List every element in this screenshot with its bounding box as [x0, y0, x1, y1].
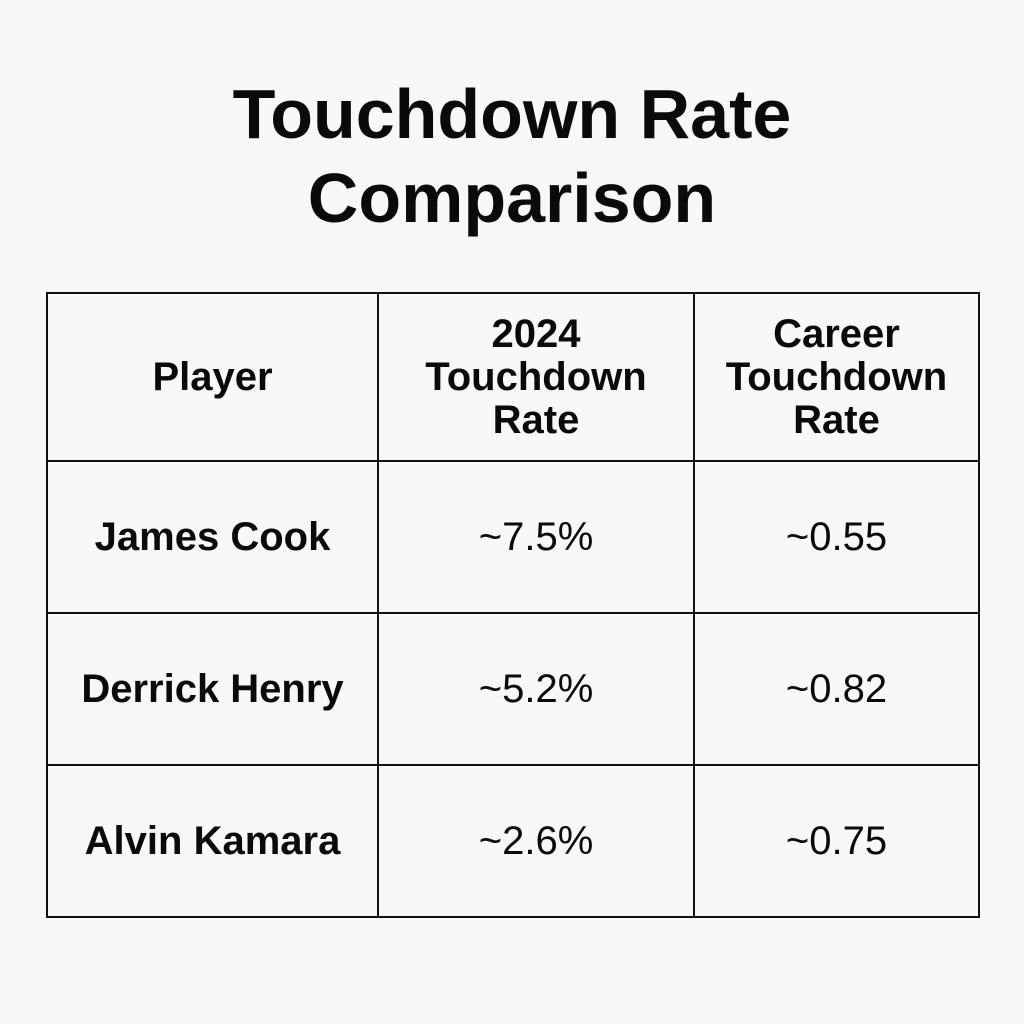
- rate-2024-cell: ~2.6%: [377, 764, 695, 918]
- page-title-line-2: Comparison: [307, 159, 717, 237]
- header-career-rate-line-1: Career: [773, 311, 900, 356]
- page-title-line-1: Touchdown Rate: [232, 75, 792, 153]
- header-career-rate-line-2: Touchdown: [725, 354, 948, 399]
- career-rate-cell: ~0.75: [693, 764, 980, 918]
- table-header-row: Player 2024 Touchdown Rate Career Touchd…: [46, 292, 980, 462]
- rate-2024-cell: ~5.2%: [377, 612, 695, 766]
- header-player-label: Player: [152, 354, 273, 399]
- career-rate-cell: ~0.55: [693, 460, 980, 614]
- page-title: Touchdown Rate Comparison: [0, 72, 1024, 240]
- rate-2024-cell: ~7.5%: [377, 460, 695, 614]
- header-2024-rate-line-2: Touchdown: [425, 354, 647, 399]
- header-career-rate-line-3: Rate: [793, 397, 880, 442]
- player-name-cell: James Cook: [46, 460, 379, 614]
- career-rate-cell: ~0.82: [693, 612, 980, 766]
- header-2024-rate-line-1: 2024: [491, 311, 581, 356]
- table-row: Alvin Kamara ~2.6% ~0.75: [46, 764, 980, 918]
- player-name-cell: Alvin Kamara: [46, 764, 379, 918]
- table-row: James Cook ~7.5% ~0.55: [46, 460, 980, 614]
- header-2024-rate-line-3: Rate: [492, 397, 580, 442]
- header-player: Player: [46, 292, 379, 462]
- header-2024-rate: 2024 Touchdown Rate: [377, 292, 695, 462]
- header-career-rate: Career Touchdown Rate: [693, 292, 980, 462]
- table-row: Derrick Henry ~5.2% ~0.82: [46, 612, 980, 766]
- player-name-cell: Derrick Henry: [46, 612, 379, 766]
- comparison-table: Player 2024 Touchdown Rate Career Touchd…: [46, 292, 980, 918]
